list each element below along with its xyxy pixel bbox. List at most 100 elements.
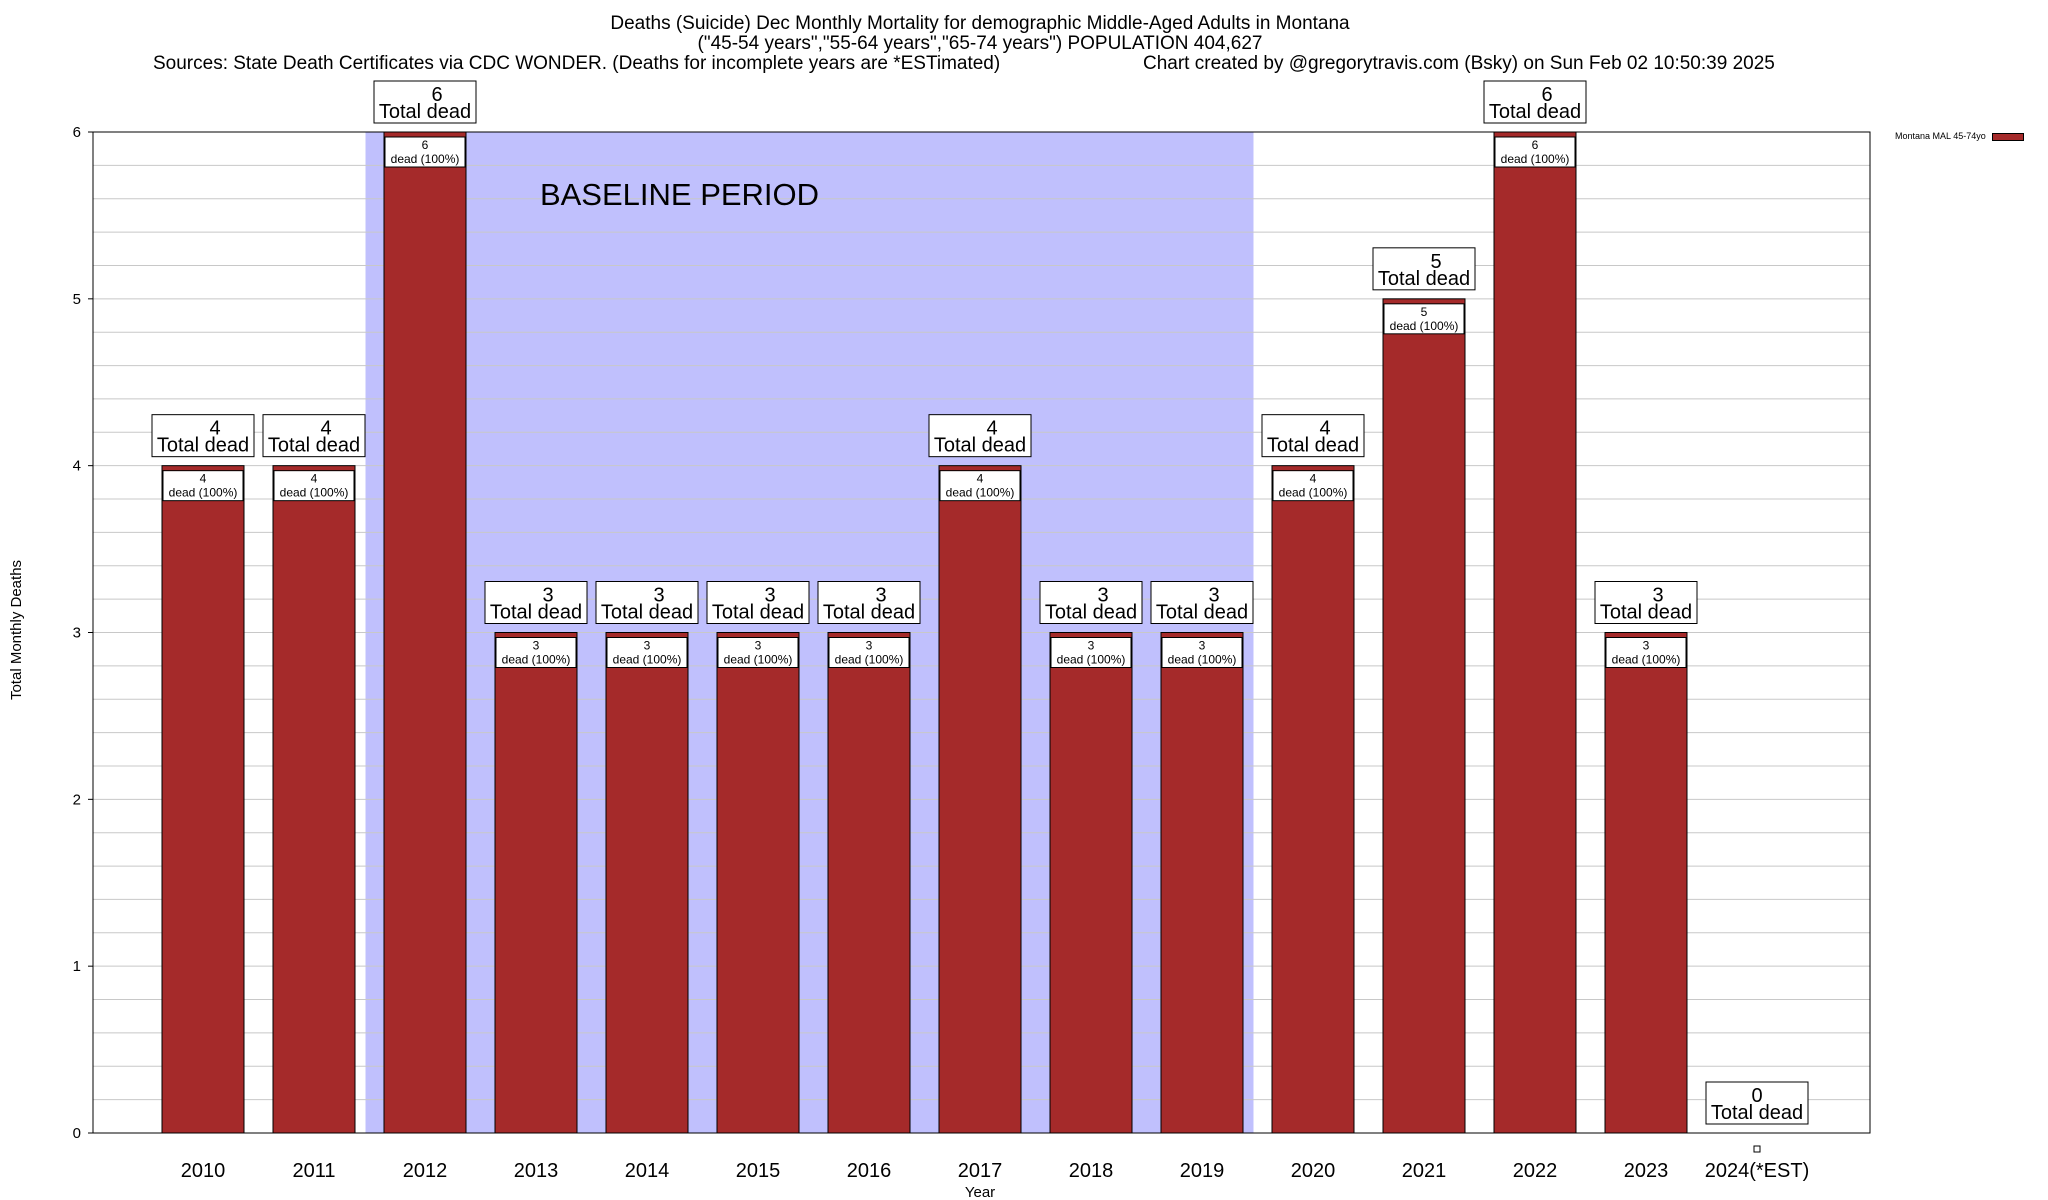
bar-2021 — [1382, 298, 1466, 1134]
total-label-text: Total dead — [1600, 602, 1692, 624]
inner-label-box — [1272, 470, 1354, 502]
inner-label-box — [1605, 637, 1687, 668]
total-label-box — [484, 581, 588, 624]
total-label-value: 3 — [653, 585, 664, 607]
total-label-value: 4 — [1319, 418, 1330, 440]
bar-2012 — [383, 131, 467, 1134]
inner-label-box — [828, 637, 910, 668]
total-label-text: Total dead — [1156, 602, 1248, 624]
x-tick-label: 2013 — [514, 1160, 559, 1182]
x-axis-label: Year — [965, 1184, 995, 1200]
inner-label-text: dead (100%) — [1279, 486, 1348, 500]
bar-2023 — [1604, 632, 1688, 1134]
inner-label-box — [1494, 136, 1576, 168]
baseline-period-label: BASELINE PERIOD — [540, 177, 819, 212]
bar-2010 — [161, 465, 245, 1134]
inner-label-value: 4 — [311, 472, 318, 486]
inner-label-box — [162, 470, 244, 502]
inner-label-text: dead (100%) — [613, 653, 682, 667]
total-label-text: Total dead — [1267, 435, 1359, 457]
chart-credit: Chart created by @gregorytravis.com (Bsk… — [1143, 53, 1775, 74]
total-label-text: Total dead — [1489, 101, 1581, 123]
legend: Montana MAL 45-74yo — [1895, 131, 2024, 141]
inner-label-value: 3 — [533, 639, 540, 653]
x-tick-label: 2016 — [847, 1160, 892, 1182]
total-label-value: 6 — [1541, 84, 1552, 106]
total-label-value: 3 — [875, 585, 886, 607]
bar-2018 — [1049, 632, 1133, 1134]
inner-label-value: 3 — [866, 639, 873, 653]
total-label-text: Total dead — [379, 101, 471, 123]
chart-subtitle: ("45-54 years","55-64 years","65-74 year… — [697, 33, 1263, 54]
inner-label-box — [1161, 637, 1243, 668]
y-tick-label: 4 — [73, 458, 81, 475]
total-label-value: 0 — [1751, 1085, 1762, 1107]
total-label-value: 6 — [431, 84, 442, 106]
x-tick-label: 2018 — [1069, 1160, 1114, 1182]
total-label-text: Total dead — [934, 435, 1026, 457]
x-tick-label: 2010 — [181, 1160, 226, 1182]
bar-2024(*EST) — [1753, 1145, 1761, 1153]
total-label-box — [1261, 414, 1365, 458]
inner-label-text: dead (100%) — [724, 653, 793, 667]
inner-label-value: 3 — [1643, 639, 1650, 653]
inner-label-box — [1050, 637, 1132, 668]
total-label-box — [706, 581, 810, 624]
x-tick-label: 2014 — [625, 1160, 670, 1182]
bar-2016 — [827, 632, 911, 1134]
inner-label-text: dead (100%) — [1501, 152, 1570, 166]
inner-label-box — [939, 470, 1021, 502]
inner-label-text: dead (100%) — [391, 152, 460, 166]
y-axis-label: Total Monthly Deaths — [8, 560, 25, 700]
total-label-value: 4 — [209, 418, 220, 440]
inner-label-text: dead (100%) — [169, 486, 238, 500]
bar-2019 — [1160, 632, 1244, 1134]
total-label-text: Total dead — [823, 602, 915, 624]
x-tick-label: 2022 — [1513, 1160, 1558, 1182]
legend-swatch — [1991, 132, 2024, 141]
total-label-text: Total dead — [490, 602, 582, 624]
bar-2020 — [1271, 465, 1355, 1134]
inner-label-value: 4 — [200, 472, 207, 486]
x-tick-label: 2021 — [1402, 1160, 1447, 1182]
inner-label-text: dead (100%) — [1612, 653, 1681, 667]
total-label-box — [595, 581, 699, 624]
x-tick-label: 2023 — [1624, 1160, 1669, 1182]
total-label-text: Total dead — [157, 435, 249, 457]
bar-2015 — [716, 632, 800, 1134]
inner-label-value: 4 — [977, 472, 984, 486]
total-label-text: Total dead — [1045, 602, 1137, 624]
inner-label-text: dead (100%) — [835, 653, 904, 667]
total-label-value: 3 — [764, 585, 775, 607]
total-label-box — [1483, 80, 1587, 124]
inner-label-box — [273, 470, 355, 502]
inner-label-box — [384, 136, 466, 168]
y-tick-label: 2 — [73, 791, 81, 808]
y-tick-label: 1 — [73, 958, 81, 975]
inner-label-value: 4 — [1310, 472, 1317, 486]
total-label-value: 4 — [986, 418, 997, 440]
bar-2014 — [605, 632, 689, 1134]
chart-title: Deaths (Suicide) Dec Monthly Mortality f… — [610, 13, 1350, 34]
total-label-value: 3 — [1652, 585, 1663, 607]
inner-label-value: 6 — [1532, 138, 1539, 152]
total-label-value: 4 — [320, 418, 331, 440]
inner-label-text: dead (100%) — [280, 486, 349, 500]
bar-2017 — [938, 465, 1022, 1134]
total-label-box — [1705, 1081, 1809, 1125]
total-label-box — [928, 414, 1032, 458]
inner-label-box — [606, 637, 688, 668]
total-label-text: Total dead — [1378, 268, 1470, 290]
inner-label-box — [1383, 303, 1465, 335]
y-tick-label: 5 — [73, 291, 81, 308]
x-tick-label: 2015 — [736, 1160, 781, 1182]
total-label-value: 5 — [1430, 251, 1441, 273]
bar-2013 — [494, 632, 578, 1134]
total-label-box — [817, 581, 921, 624]
x-tick-label: 2024(*EST) — [1705, 1160, 1810, 1182]
total-label-text: Total dead — [712, 602, 804, 624]
bar-2011 — [272, 465, 356, 1134]
total-label-box — [1150, 581, 1254, 624]
inner-label-text: dead (100%) — [1168, 653, 1237, 667]
